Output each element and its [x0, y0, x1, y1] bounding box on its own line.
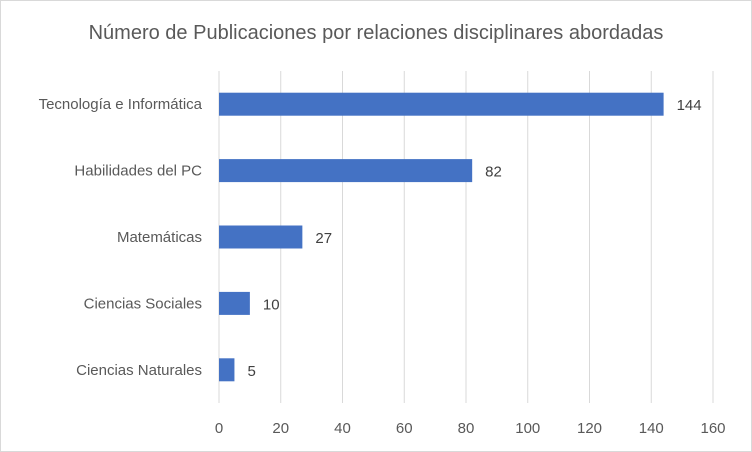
x-tick-label: 0: [215, 420, 223, 437]
category-label: Tecnología e Informática: [39, 96, 203, 113]
category-label: Habilidades del PC: [74, 163, 202, 180]
gridlines: [218, 71, 714, 403]
data-label: 5: [247, 363, 255, 380]
x-tick-label: 100: [515, 420, 540, 437]
data-label: 10: [263, 296, 280, 313]
chart-title: Número de Publicaciones por relaciones d…: [89, 22, 664, 44]
x-tick-label: 80: [458, 420, 475, 437]
bar: [219, 225, 303, 249]
data-labels: 144 82 27 10 5: [247, 97, 701, 380]
bar: [219, 291, 250, 315]
category-label: Ciencias Naturales: [76, 362, 202, 379]
bars: [219, 92, 664, 382]
x-tick-label: 120: [577, 420, 602, 437]
data-label: 144: [677, 97, 702, 114]
x-axis-ticks: 0 20 40 60 80 100 120 140 160: [215, 420, 726, 437]
category-labels: Tecnología e Informática Habilidades del …: [39, 96, 203, 379]
x-tick-label: 40: [334, 420, 351, 437]
bar: [219, 358, 235, 382]
x-tick-label: 60: [396, 420, 413, 437]
x-tick-label: 20: [272, 420, 289, 437]
data-label: 82: [485, 164, 502, 181]
x-tick-label: 140: [639, 420, 664, 437]
category-label: Ciencias Sociales: [84, 295, 202, 312]
category-label: Matemáticas: [117, 229, 202, 246]
bar: [219, 92, 664, 116]
bar: [219, 159, 473, 183]
data-label: 27: [315, 230, 332, 247]
x-tick-label: 160: [700, 420, 725, 437]
